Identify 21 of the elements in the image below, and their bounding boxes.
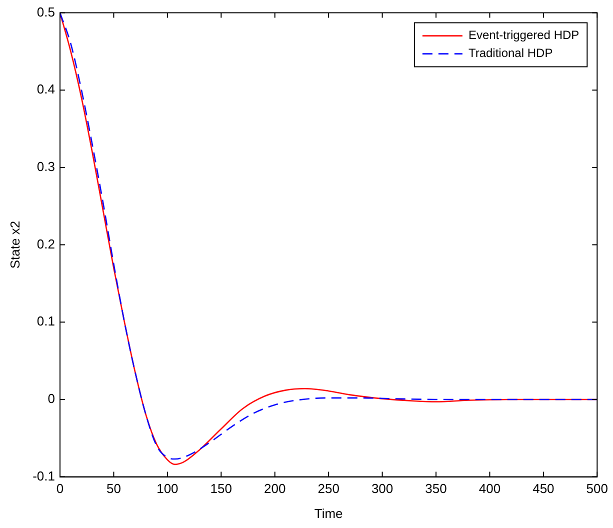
x-axis-title: Time xyxy=(314,506,343,521)
x-tick-label: 250 xyxy=(318,481,340,496)
y-tick-label: 0.5 xyxy=(36,4,55,20)
x-tick-label: 100 xyxy=(156,481,178,496)
x-tick-label: 150 xyxy=(210,481,232,496)
x-tick-label: 500 xyxy=(586,481,608,496)
x-tick-label: 200 xyxy=(264,481,286,496)
x-tick-label: 450 xyxy=(532,481,554,496)
y-tick-label: 0.1 xyxy=(36,314,55,329)
legend-label: Traditional HDP xyxy=(468,46,553,60)
y-tick-label: 0 xyxy=(48,391,55,406)
y-tick-label: -0.1 xyxy=(32,468,55,484)
y-axis-title: State x2 xyxy=(7,220,22,269)
legend-label: Event-triggered HDP xyxy=(468,28,580,42)
y-tick-label: 0.3 xyxy=(36,159,55,174)
x-tick-label: 400 xyxy=(478,481,501,496)
y-tick-label: 0.2 xyxy=(36,236,55,252)
y-tick-label: 0.4 xyxy=(36,82,55,97)
x-tick-label: 350 xyxy=(425,481,447,496)
x-tick-label: 300 xyxy=(371,481,394,496)
x-tick-label: 50 xyxy=(106,481,121,496)
